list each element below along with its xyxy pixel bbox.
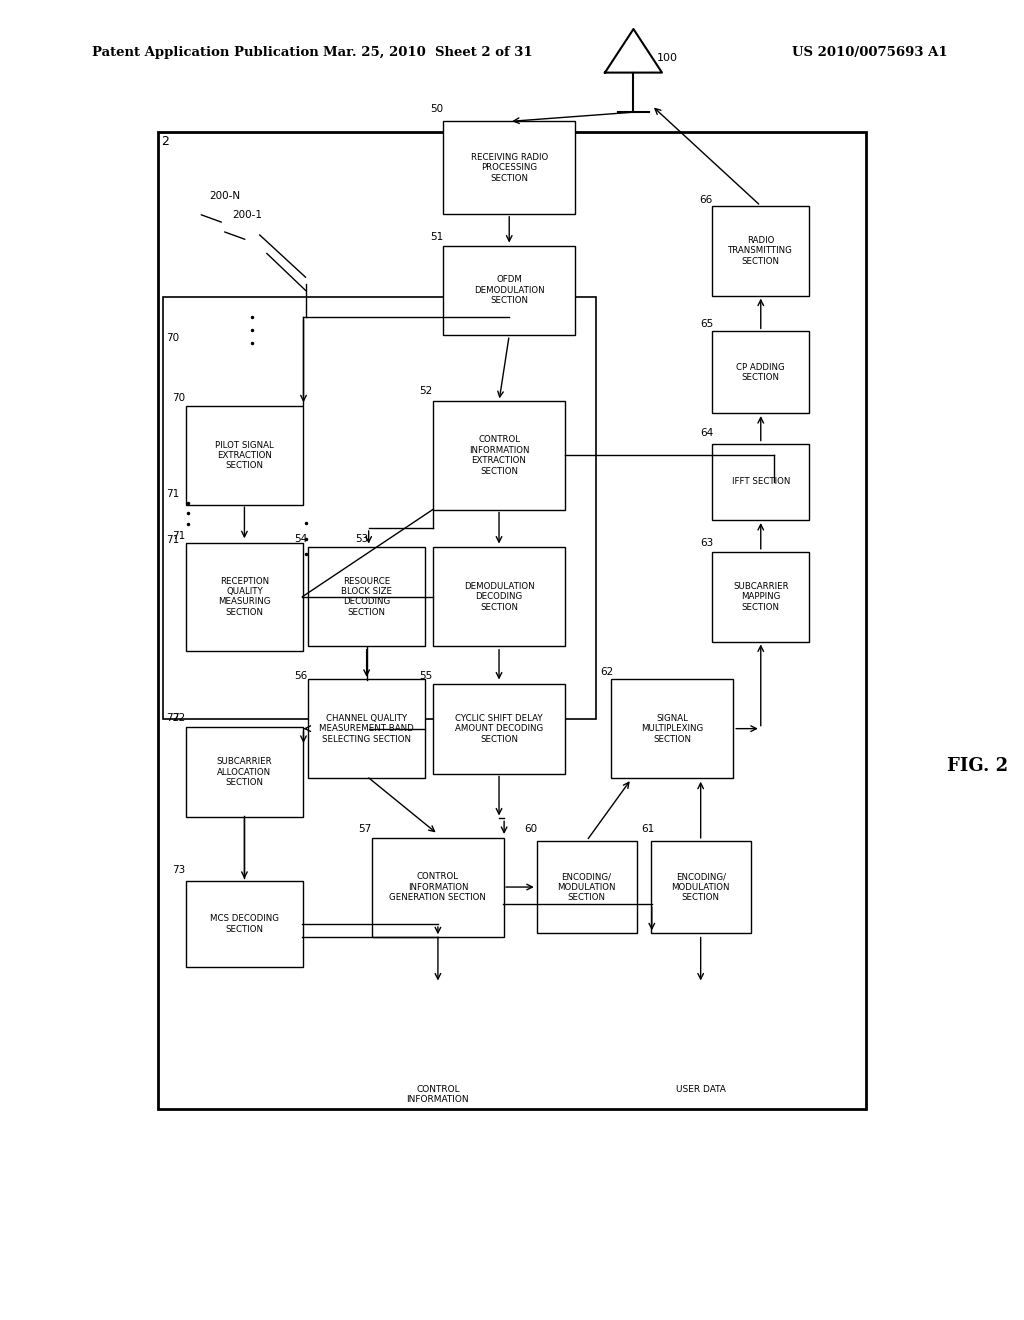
FancyBboxPatch shape	[433, 546, 565, 645]
FancyBboxPatch shape	[651, 841, 751, 933]
Text: 70: 70	[166, 333, 179, 343]
FancyBboxPatch shape	[308, 678, 425, 777]
Text: 57: 57	[358, 824, 372, 834]
Text: 61: 61	[642, 824, 655, 834]
Text: IFFT SECTION: IFFT SECTION	[731, 478, 790, 486]
FancyBboxPatch shape	[713, 552, 809, 642]
Text: 65: 65	[700, 318, 714, 329]
Text: 63: 63	[700, 537, 714, 548]
Text: CHANNEL QUALITY
MEASUREMENT BAND
SELECTING SECTION: CHANNEL QUALITY MEASUREMENT BAND SELECTI…	[319, 714, 414, 743]
FancyBboxPatch shape	[537, 841, 637, 933]
Text: Patent Application Publication: Patent Application Publication	[92, 46, 318, 59]
Text: 52: 52	[420, 385, 433, 396]
FancyBboxPatch shape	[186, 407, 303, 504]
Text: US 2010/0075693 A1: US 2010/0075693 A1	[792, 46, 947, 59]
Text: CONTROL
INFORMATION
EXTRACTION
SECTION: CONTROL INFORMATION EXTRACTION SECTION	[469, 436, 529, 475]
Text: 71: 71	[166, 488, 179, 499]
Text: 53: 53	[355, 533, 369, 544]
Text: USER DATA: USER DATA	[676, 1085, 726, 1094]
FancyBboxPatch shape	[611, 678, 733, 777]
FancyBboxPatch shape	[443, 121, 575, 214]
FancyBboxPatch shape	[443, 246, 575, 335]
Text: SUBCARRIER
MAPPING
SECTION: SUBCARRIER MAPPING SECTION	[733, 582, 788, 611]
Text: 55: 55	[420, 671, 433, 681]
Text: RECEIVING RADIO
PROCESSING
SECTION: RECEIVING RADIO PROCESSING SECTION	[471, 153, 548, 182]
Text: FIG. 2: FIG. 2	[947, 756, 1009, 775]
FancyBboxPatch shape	[308, 546, 425, 645]
Text: 200-1: 200-1	[232, 210, 262, 220]
Text: 62: 62	[600, 667, 613, 677]
FancyBboxPatch shape	[433, 401, 565, 510]
Text: 66: 66	[699, 194, 713, 205]
Text: OFDM
DEMODULATION
SECTION: OFDM DEMODULATION SECTION	[474, 276, 545, 305]
FancyBboxPatch shape	[713, 206, 809, 296]
Text: 54: 54	[294, 533, 307, 544]
FancyBboxPatch shape	[186, 543, 303, 651]
Text: RADIO
TRANSMITTING
SECTION: RADIO TRANSMITTING SECTION	[728, 236, 794, 265]
Text: SIGNAL
MULTIPLEXING
SECTION: SIGNAL MULTIPLEXING SECTION	[641, 714, 703, 743]
Text: 72: 72	[166, 713, 179, 723]
Text: CYCLIC SHIFT DELAY
AMOUNT DECODING
SECTION: CYCLIC SHIFT DELAY AMOUNT DECODING SECTI…	[455, 714, 543, 743]
Text: SUBCARRIER
ALLOCATION
SECTION: SUBCARRIER ALLOCATION SECTION	[217, 758, 272, 787]
Text: RECEPTION
QUALITY
MEASURING
SECTION: RECEPTION QUALITY MEASURING SECTION	[218, 577, 270, 616]
Text: ENCODING/
MODULATION
SECTION: ENCODING/ MODULATION SECTION	[557, 873, 615, 902]
Text: 70: 70	[172, 392, 185, 403]
FancyBboxPatch shape	[713, 444, 809, 520]
Text: Mar. 25, 2010  Sheet 2 of 31: Mar. 25, 2010 Sheet 2 of 31	[323, 46, 532, 59]
Text: 72: 72	[172, 713, 185, 723]
Text: DEMODULATION
DECODING
SECTION: DEMODULATION DECODING SECTION	[464, 582, 535, 611]
Text: 64: 64	[700, 428, 714, 438]
Text: 200-N: 200-N	[209, 190, 240, 201]
FancyBboxPatch shape	[186, 727, 303, 817]
FancyBboxPatch shape	[372, 837, 504, 937]
Text: 60: 60	[524, 824, 538, 834]
FancyBboxPatch shape	[158, 132, 865, 1109]
Text: CONTROL
INFORMATION: CONTROL INFORMATION	[407, 1085, 469, 1105]
Text: CONTROL
INFORMATION
GENERATION SECTION: CONTROL INFORMATION GENERATION SECTION	[389, 873, 486, 902]
Text: 2: 2	[161, 135, 169, 148]
Text: ENCODING/
MODULATION
SECTION: ENCODING/ MODULATION SECTION	[672, 873, 730, 902]
Text: 51: 51	[430, 231, 443, 242]
FancyBboxPatch shape	[713, 331, 809, 413]
Text: 71: 71	[166, 535, 179, 545]
Text: MCS DECODING
SECTION: MCS DECODING SECTION	[210, 915, 279, 933]
FancyBboxPatch shape	[186, 882, 303, 966]
Text: 50: 50	[430, 103, 443, 114]
FancyBboxPatch shape	[163, 297, 596, 719]
Text: CP ADDING
SECTION: CP ADDING SECTION	[736, 363, 785, 381]
Text: 56: 56	[294, 671, 307, 681]
FancyBboxPatch shape	[433, 684, 565, 774]
Text: PILOT SIGNAL
EXTRACTION
SECTION: PILOT SIGNAL EXTRACTION SECTION	[215, 441, 273, 470]
Text: 73: 73	[172, 865, 185, 875]
Text: RESOURCE
BLOCK SIZE
DECODING
SECTION: RESOURCE BLOCK SIZE DECODING SECTION	[341, 577, 392, 616]
Text: 100: 100	[656, 53, 678, 63]
Text: 71: 71	[172, 531, 185, 541]
